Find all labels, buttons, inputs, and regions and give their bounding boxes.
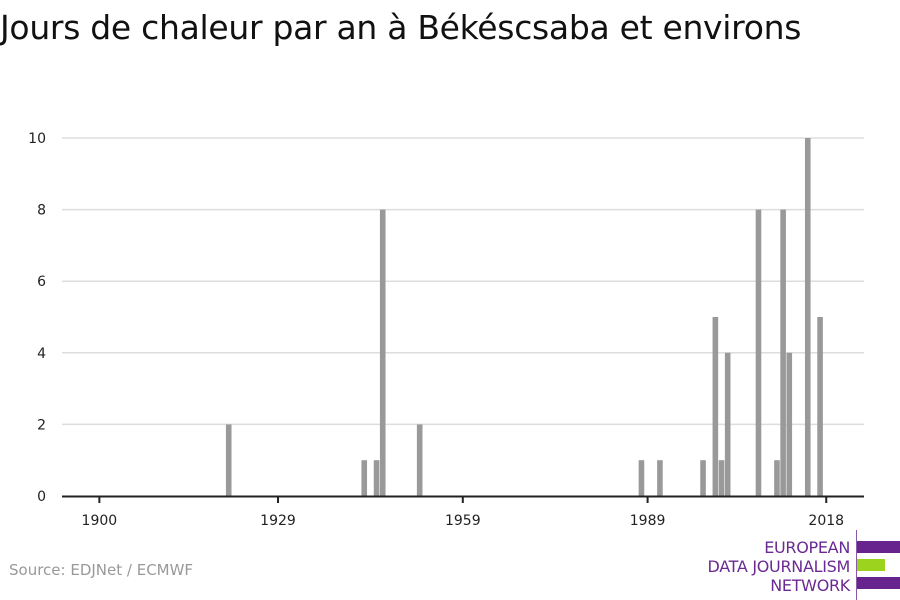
logo-line-1: EUROPEAN — [764, 538, 850, 557]
bar-1945 — [373, 460, 380, 496]
x-tick-label: 1959 — [445, 513, 481, 529]
logo-bar-purple-2 — [857, 577, 900, 589]
y-tick-label: 0 — [37, 489, 46, 505]
edjnet-logo: EUROPEAN DATA JOURNALISM NETWORK — [700, 530, 900, 600]
bar-2012 — [786, 352, 793, 496]
bar-1943 — [361, 460, 368, 496]
x-tick-label: 1900 — [82, 513, 118, 529]
y-tick-label: 2 — [37, 417, 46, 433]
bar-2000 — [712, 317, 719, 496]
bar-2002 — [724, 352, 731, 496]
logo-bar-green — [857, 559, 885, 571]
bar-1991 — [657, 460, 663, 496]
bar-2011 — [780, 209, 786, 496]
logo-line-3: NETWORK — [770, 576, 850, 595]
x-tick-label: 2018 — [808, 513, 844, 529]
bar-1946 — [379, 209, 386, 496]
y-tick-label: 6 — [37, 274, 46, 290]
source-note: Source: EDJNet / ECMWF — [9, 561, 194, 579]
y-tick-label: 8 — [37, 203, 46, 219]
x-tick-label: 1929 — [260, 513, 296, 529]
bar-2007 — [755, 209, 762, 496]
bar-2010 — [774, 460, 780, 496]
bar-2001 — [718, 460, 725, 496]
bar-1988 — [638, 460, 645, 496]
logo-bar-purple-1 — [857, 541, 900, 553]
logo-line-2: DATA JOURNALISM — [707, 557, 851, 576]
bar-2015 — [804, 138, 811, 496]
y-tick-label: 10 — [28, 131, 46, 147]
x-tick-label: 1989 — [630, 513, 666, 529]
bar-2017 — [817, 317, 823, 496]
bar-1998 — [700, 460, 706, 496]
bar-1921 — [225, 424, 232, 496]
logo-divider — [856, 530, 857, 600]
chart-title: Jours de chaleur par an à Békéscsaba et … — [0, 8, 802, 47]
bar-1952 — [416, 424, 423, 496]
y-tick-label: 4 — [37, 346, 46, 362]
